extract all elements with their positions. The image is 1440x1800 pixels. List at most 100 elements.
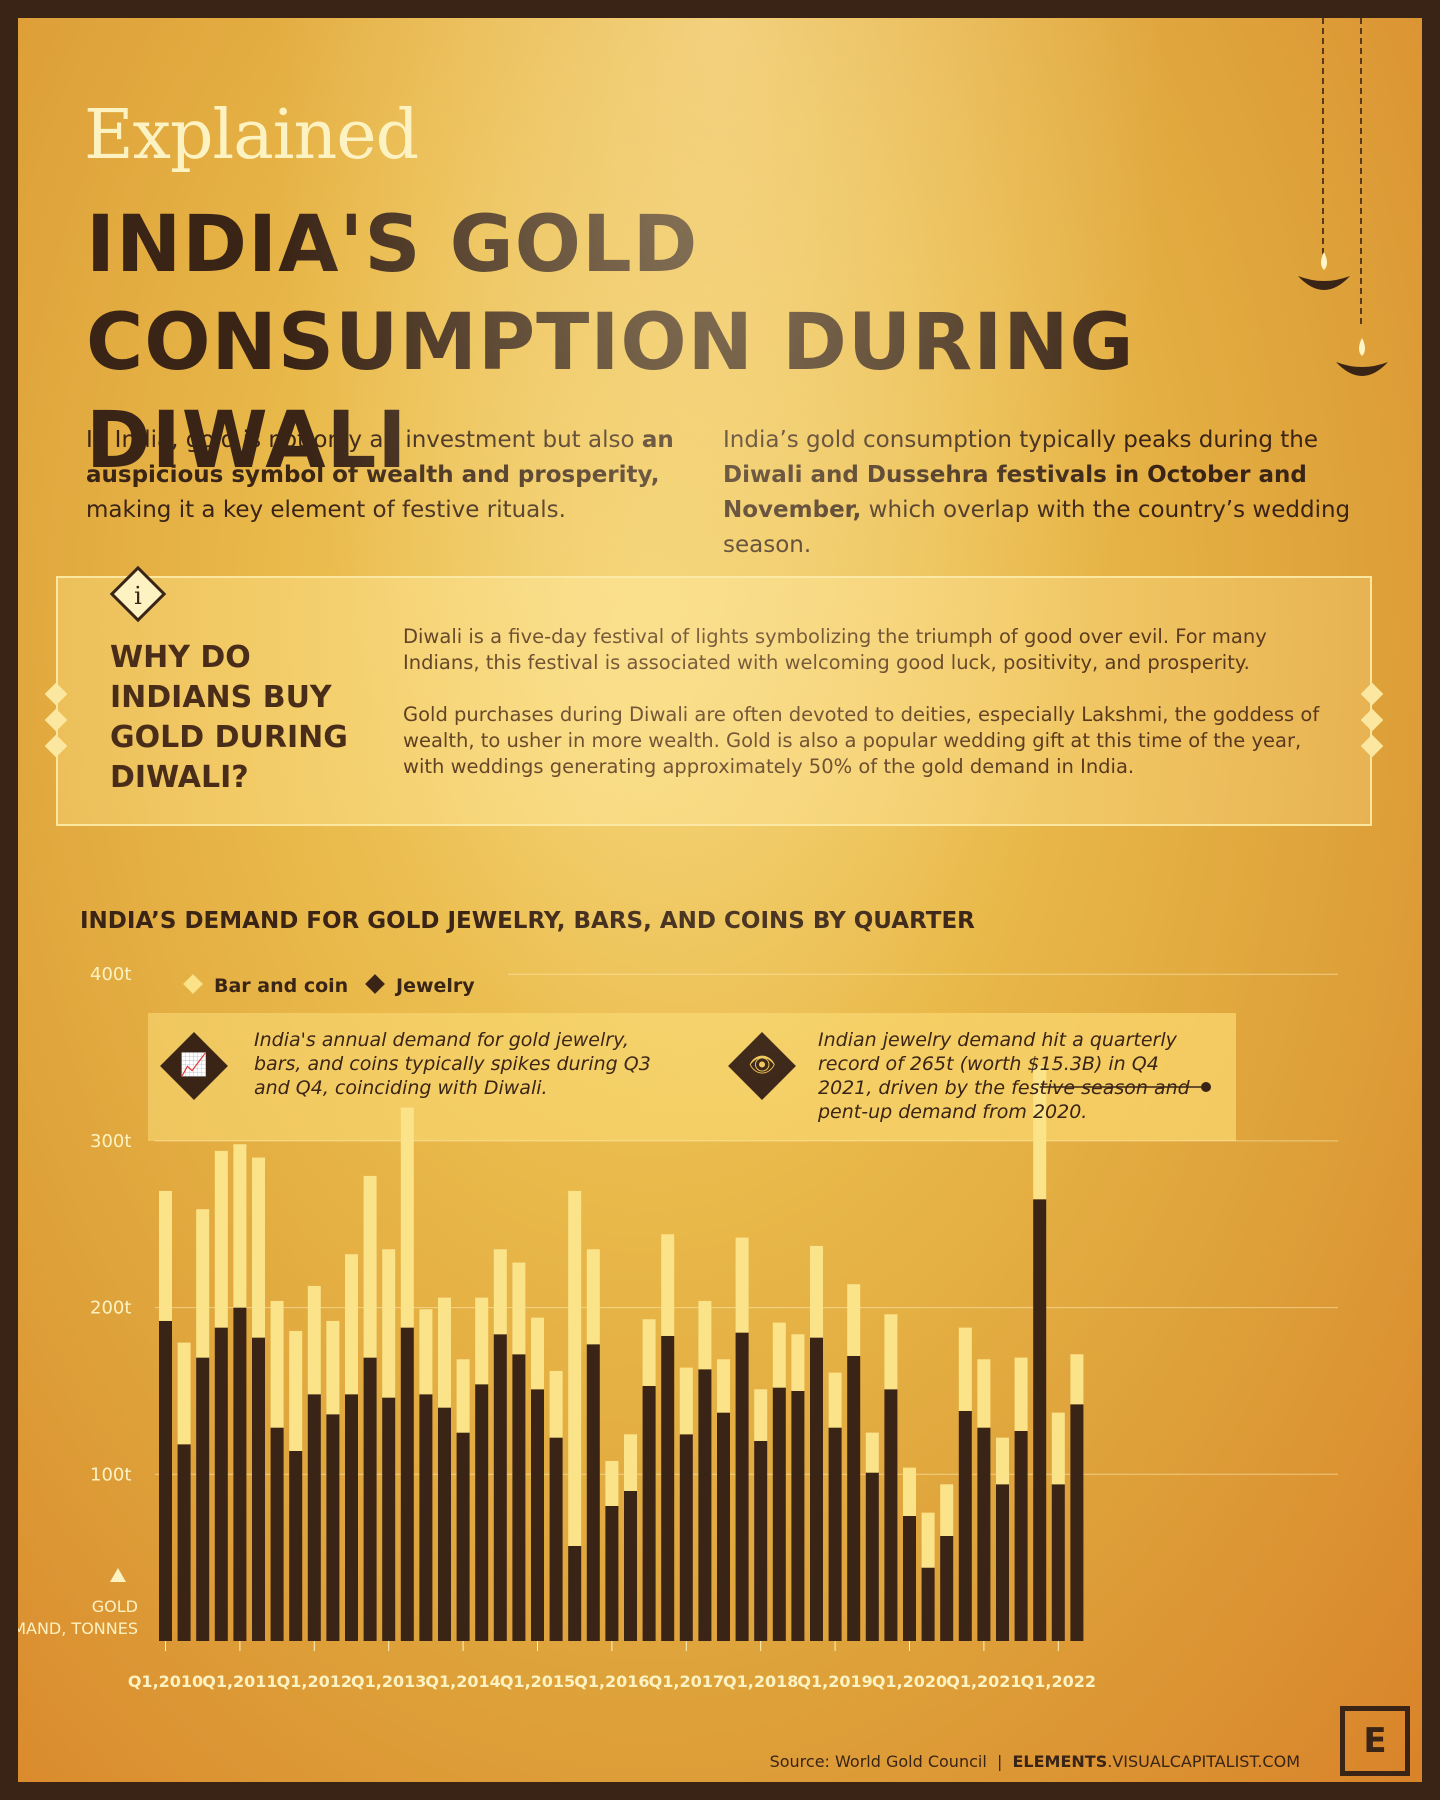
bar-jewelry — [159, 1320, 172, 1641]
info-heading: WHY DO INDIANS BUY GOLD DURING DIWALI? — [110, 640, 348, 795]
bar-bar-and-coin — [159, 1190, 172, 1321]
bar-jewelry — [196, 1357, 210, 1641]
bar-jewelry — [698, 1369, 712, 1641]
axis-arrow-icon — [110, 1568, 126, 1582]
bar-jewelry — [512, 1354, 526, 1641]
y-tick-label: 200t — [90, 1298, 131, 1319]
callout-left: India's annual demand for gold jewelry, … — [254, 1029, 651, 1099]
bar-bar-and-coin — [884, 1314, 898, 1390]
bar-bar-and-coin — [661, 1234, 675, 1336]
bar-bar-and-coin — [1033, 1065, 1047, 1200]
y-axis-label: DEMAND, TONNES — [18, 1619, 138, 1638]
bar-jewelry — [549, 1437, 563, 1641]
bar-bar-and-coin — [549, 1370, 563, 1438]
bar-bar-and-coin — [363, 1175, 377, 1358]
bar-bar-and-coin — [196, 1209, 210, 1358]
intro-right: India’s gold consumption typically peaks… — [723, 427, 1351, 558]
bar-jewelry — [419, 1394, 433, 1641]
bar-bar-and-coin — [940, 1484, 954, 1536]
bar-bar-and-coin — [512, 1262, 526, 1355]
bar-bar-and-coin — [921, 1512, 935, 1568]
bar-bar-and-coin — [624, 1434, 637, 1491]
lamp-chain-right — [1360, 18, 1362, 328]
bar-bar-and-coin — [996, 1437, 1009, 1485]
bar-bar-and-coin — [289, 1330, 303, 1451]
bar-jewelry — [568, 1545, 582, 1641]
bar-bar-and-coin — [493, 1249, 507, 1335]
page-title: INDIA'S GOLD CONSUMPTION DURING DIWALI — [86, 200, 1135, 486]
bar-bar-and-coin — [233, 1144, 247, 1308]
bar-jewelry — [642, 1385, 656, 1641]
bar-jewelry — [605, 1505, 619, 1641]
bar-jewelry — [940, 1535, 954, 1641]
bar-bar-and-coin — [419, 1309, 433, 1395]
bar-bar-and-coin — [586, 1249, 600, 1345]
callout-right: Indian jewelry demand hit a quarterly re… — [818, 1029, 1190, 1123]
bar-jewelry — [884, 1389, 898, 1641]
source-line: Source: World Gold Council | ELEMENTS.VI… — [769, 1752, 1300, 1771]
kicker: Explained — [84, 96, 419, 175]
bar-bar-and-coin — [456, 1359, 470, 1433]
x-tick-label: Q1,2010 — [128, 1672, 203, 1691]
info-paragraph-1: Diwali is a five-day festival of lights … — [403, 625, 1267, 674]
bar-jewelry — [772, 1387, 786, 1641]
info-icon: i — [134, 582, 142, 610]
x-tick-label: Q1,2021 — [946, 1672, 1021, 1691]
legend-jewelry: Jewelry — [365, 974, 475, 997]
bar-bar-and-coin — [438, 1297, 451, 1408]
bar-bar-and-coin — [531, 1317, 544, 1390]
bar-jewelry — [1014, 1430, 1028, 1641]
bar-bar-and-coin — [698, 1300, 712, 1370]
bar-jewelry — [791, 1390, 805, 1641]
info-paragraph-2: Gold purchases during Diwali are often d… — [403, 703, 1320, 778]
bar-chart: 100t 200t 300t 400t GOLD DEMAND, TONNES Q1,201… — [18, 964, 1338, 1691]
diya-lamp-icon — [1336, 338, 1388, 376]
bar-bar-and-coin — [847, 1284, 861, 1356]
bar-jewelry — [903, 1515, 916, 1641]
bar-jewelry — [754, 1440, 768, 1641]
x-tick-label: Q1,2016 — [574, 1672, 649, 1691]
x-tick-label: Q1,2014 — [425, 1672, 500, 1691]
x-tick-label: Q1,2017 — [649, 1672, 724, 1691]
bar-jewelry — [679, 1434, 693, 1641]
bar-jewelry — [661, 1335, 675, 1641]
bar-bar-and-coin — [642, 1319, 656, 1386]
chart-growth-icon: 📈 — [180, 1053, 208, 1078]
bar-jewelry — [996, 1484, 1009, 1641]
bar-bar-and-coin — [958, 1327, 972, 1411]
bar-bar-and-coin — [345, 1254, 358, 1395]
y-tick-label: 400t — [90, 964, 131, 985]
x-tick-label: Q1,2011 — [202, 1672, 277, 1691]
bar-jewelry — [400, 1327, 414, 1641]
bar-bar-and-coin — [865, 1432, 879, 1473]
bar-jewelry — [214, 1327, 228, 1641]
bar-bar-and-coin — [475, 1297, 489, 1385]
bar-jewelry — [270, 1427, 284, 1641]
bar-bar-and-coin — [735, 1237, 749, 1333]
bar-bar-and-coin — [326, 1320, 340, 1415]
x-tick-label: Q1,2012 — [277, 1672, 352, 1691]
bar-jewelry — [717, 1412, 730, 1641]
bar-bar-and-coin — [252, 1157, 265, 1338]
bar-jewelry — [475, 1384, 489, 1641]
bar-bar-and-coin — [177, 1342, 191, 1445]
bar-bar-and-coin — [214, 1150, 228, 1328]
y-tick-label: 100t — [90, 1464, 131, 1485]
eye-dollar-icon: 👁 — [748, 1053, 776, 1078]
bar-jewelry — [363, 1357, 377, 1641]
bar-bar-and-coin — [1051, 1412, 1065, 1485]
bar-jewelry — [624, 1490, 637, 1641]
x-tick-label: Q1,2013 — [351, 1672, 426, 1691]
bar-jewelry — [289, 1450, 303, 1641]
bar-bar-and-coin — [382, 1249, 396, 1398]
bar-bar-and-coin — [1070, 1354, 1084, 1405]
bar-jewelry — [921, 1567, 935, 1641]
y-axis-label: GOLD — [92, 1597, 138, 1616]
bar-bar-and-coin — [828, 1372, 842, 1428]
bar-bar-and-coin — [679, 1367, 693, 1435]
x-tick-label: Q1,2019 — [797, 1672, 872, 1691]
bar-bar-and-coin — [568, 1190, 582, 1546]
bar-jewelry — [1070, 1404, 1084, 1641]
callout-band — [148, 1013, 1236, 1141]
bar-bar-and-coin — [977, 1359, 991, 1428]
